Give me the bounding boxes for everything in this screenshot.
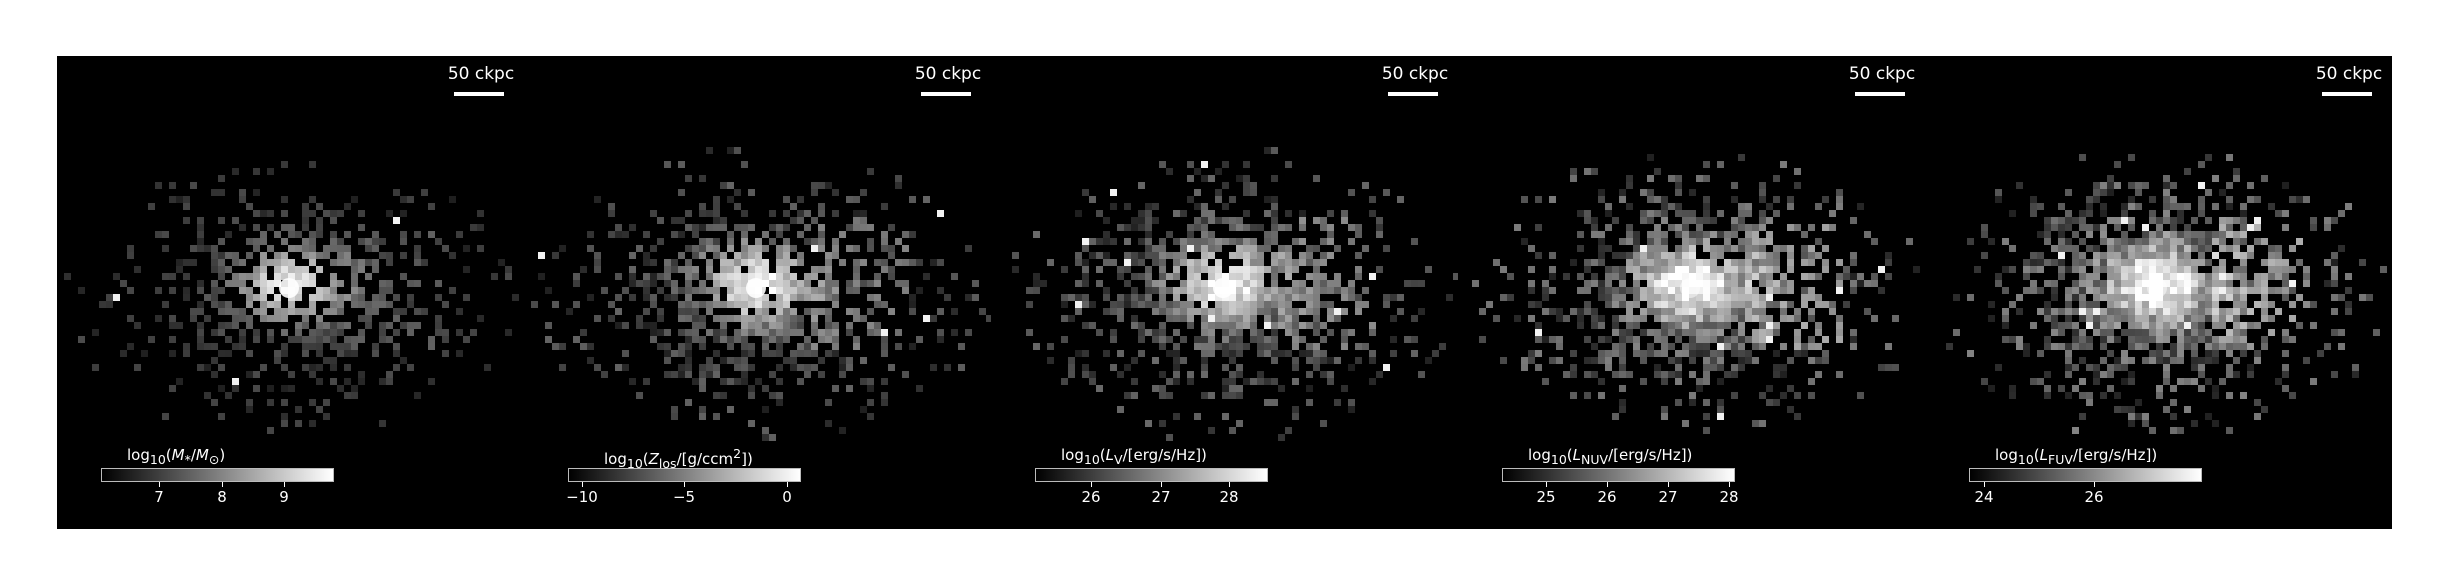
colorbar xyxy=(568,468,801,482)
colorbar xyxy=(101,468,334,482)
colorbar-tickmark xyxy=(159,482,160,487)
map-panel-stellar-mass: 50 ckpc log10(M*/M⊙) 7 8 9 xyxy=(57,56,524,529)
colorbar-tickmark xyxy=(787,482,788,487)
galaxy-map-image xyxy=(64,161,519,434)
colorbar-tick-label: 28 xyxy=(1219,488,1239,506)
colorbar-tick-label: 24 xyxy=(1974,488,1994,506)
colorbar-tick-label: 9 xyxy=(279,488,289,506)
colorbar-tick-label: 7 xyxy=(154,488,164,506)
scale-bar-label: 50 ckpc xyxy=(1848,64,1916,84)
galaxy-map-image xyxy=(1472,154,1920,434)
colorbar-tick-label: 27 xyxy=(1151,488,1171,506)
scale-bar-label: 50 ckpc xyxy=(914,64,982,84)
colorbar-tickmark xyxy=(1091,482,1092,487)
colorbar-tickmark xyxy=(1161,482,1162,487)
colorbar-label: log10(M*/M⊙) xyxy=(127,446,226,467)
scale-bar xyxy=(2322,92,2372,96)
colorbar-tick-label: −5 xyxy=(672,488,696,506)
scale-bar-label: 50 ckpc xyxy=(447,64,515,84)
colorbar xyxy=(1969,468,2202,482)
colorbar-tickmark xyxy=(2094,482,2095,487)
colorbar-tick-label: 26 xyxy=(1597,488,1617,506)
map-panel-nuv-luminosity: 50 ckpc log10(LNUV/[erg/s/Hz]) 25 26 27 28 xyxy=(1458,56,1925,529)
scale-bar xyxy=(454,92,504,96)
colorbar-tick-label: 28 xyxy=(1719,488,1739,506)
colorbar-tick-label: 26 xyxy=(1081,488,1101,506)
colorbar-tick-label: 8 xyxy=(217,488,227,506)
galaxy-map-image xyxy=(531,147,991,441)
colorbar-label: log10(Zlos/[g/ccm2]) xyxy=(604,446,753,471)
colorbar-tick-label: 25 xyxy=(1536,488,1556,506)
colorbar-tick-label: 27 xyxy=(1658,488,1678,506)
colorbar-tickmark xyxy=(284,482,285,487)
colorbar-tickmark xyxy=(684,482,685,487)
colorbar-tickmark xyxy=(222,482,223,487)
scale-bar-label: 50 ckpc xyxy=(1381,64,1449,84)
colorbar-tickmark xyxy=(1729,482,1730,487)
colorbar xyxy=(1035,468,1268,482)
galaxy-map-image xyxy=(1012,147,1458,441)
map-panel-metal-column: 50 ckpc log10(Zlos/[g/ccm2]) −10 −5 0 xyxy=(524,56,991,529)
map-panel-v-band-luminosity: 50 ckpc log10(LV/[erg/s/Hz]) 26 27 28 xyxy=(991,56,1458,529)
galaxy-map-image xyxy=(1946,154,2387,434)
colorbar-tickmark xyxy=(1607,482,1608,487)
scale-bar xyxy=(921,92,971,96)
colorbar-label: log10(LNUV/[erg/s/Hz]) xyxy=(1528,446,1693,467)
colorbar xyxy=(1502,468,1735,482)
scale-bar-label: 50 ckpc xyxy=(2315,64,2383,84)
colorbar-tick-label: 26 xyxy=(2084,488,2104,506)
colorbar-tickmark xyxy=(1229,482,1230,487)
colorbar-tickmark xyxy=(1668,482,1669,487)
colorbar-tickmark xyxy=(1984,482,1985,487)
colorbar-tick-label: −10 xyxy=(566,488,598,506)
colorbar-label: log10(LFUV/[erg/s/Hz]) xyxy=(1995,446,2158,467)
colorbar-tickmark xyxy=(1546,482,1547,487)
scale-bar xyxy=(1855,92,1905,96)
colorbar-tick-label: 0 xyxy=(782,488,792,506)
map-panel-fuv-luminosity: 50 ckpc log10(LFUV/[erg/s/Hz]) 24 26 xyxy=(1925,56,2392,529)
scale-bar xyxy=(1388,92,1438,96)
colorbar-label: log10(LV/[erg/s/Hz]) xyxy=(1061,446,1207,467)
colorbar-tickmark xyxy=(582,482,583,487)
